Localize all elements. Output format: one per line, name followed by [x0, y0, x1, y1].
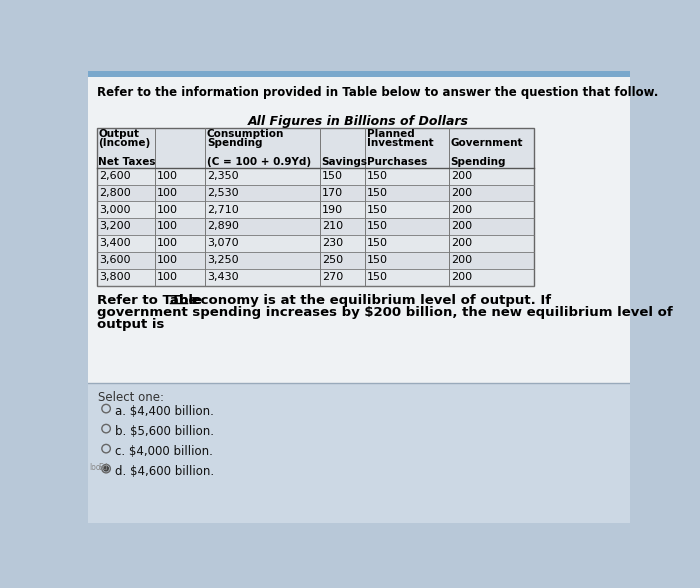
- Text: 190: 190: [322, 205, 344, 215]
- Text: c. $4,000 billion.: c. $4,000 billion.: [116, 445, 214, 458]
- Text: b. $5,600 billion.: b. $5,600 billion.: [116, 425, 214, 437]
- Text: 2,800: 2,800: [99, 188, 131, 198]
- Text: 200: 200: [451, 272, 472, 282]
- Text: Refer to Table: Refer to Table: [97, 294, 206, 307]
- Bar: [97, 269, 534, 286]
- Text: 3,200: 3,200: [99, 222, 131, 232]
- Text: The: The: [170, 294, 198, 307]
- Bar: [97, 128, 534, 168]
- Text: 100: 100: [158, 205, 178, 215]
- Text: 3,070: 3,070: [208, 238, 239, 248]
- Text: 200: 200: [451, 238, 472, 248]
- Text: Spending: Spending: [450, 157, 505, 167]
- Text: 2,710: 2,710: [208, 205, 239, 215]
- Text: economy is at the equilibrium level of output. If: economy is at the equilibrium level of o…: [188, 294, 552, 307]
- Text: output is: output is: [97, 319, 164, 332]
- Text: 150: 150: [322, 171, 343, 181]
- Text: 200: 200: [451, 222, 472, 232]
- Text: Output: Output: [98, 129, 139, 139]
- Text: (C = 100 + 0.9Yd): (C = 100 + 0.9Yd): [207, 157, 311, 167]
- Circle shape: [104, 466, 108, 471]
- Text: 100: 100: [158, 255, 178, 265]
- Text: 2,530: 2,530: [208, 188, 239, 198]
- Text: 150: 150: [368, 188, 388, 198]
- Bar: [88, 383, 630, 523]
- Text: Select one:: Select one:: [98, 391, 164, 404]
- Text: 2,890: 2,890: [208, 222, 239, 232]
- Text: 2,350: 2,350: [208, 171, 239, 181]
- Text: 210: 210: [322, 222, 344, 232]
- Text: Refer to the information provided in Table below to answer the question that fol: Refer to the information provided in Tab…: [97, 86, 658, 99]
- Text: 100: 100: [158, 188, 178, 198]
- Text: 270: 270: [322, 272, 344, 282]
- Text: 2,600: 2,600: [99, 171, 131, 181]
- Text: 3,430: 3,430: [208, 272, 239, 282]
- Bar: [97, 128, 534, 286]
- Text: 150: 150: [368, 171, 388, 181]
- Text: 170: 170: [322, 188, 344, 198]
- Text: 200: 200: [451, 255, 472, 265]
- Text: 200: 200: [451, 188, 472, 198]
- Text: Consumption: Consumption: [207, 129, 284, 139]
- Text: d. $4,600 billion.: d. $4,600 billion.: [116, 465, 214, 478]
- Text: 150: 150: [368, 238, 388, 248]
- Text: 250: 250: [322, 255, 344, 265]
- Text: 100: 100: [158, 238, 178, 248]
- Text: 200: 200: [451, 171, 472, 181]
- Text: 100: 100: [158, 171, 178, 181]
- Text: 100: 100: [158, 222, 178, 232]
- Bar: [97, 168, 534, 185]
- Bar: [97, 252, 534, 269]
- Bar: [97, 185, 534, 202]
- Text: All Figures in Billions of Dollars: All Figures in Billions of Dollars: [248, 115, 469, 128]
- Text: Government: Government: [450, 138, 523, 148]
- Text: Spending: Spending: [207, 138, 262, 148]
- Text: (Income): (Income): [98, 138, 150, 148]
- Text: 150: 150: [368, 205, 388, 215]
- Text: 150: 150: [368, 255, 388, 265]
- Text: Net Taxes: Net Taxes: [98, 157, 156, 167]
- Bar: [88, 76, 630, 383]
- Text: Investment: Investment: [367, 138, 433, 148]
- Text: 150: 150: [368, 222, 388, 232]
- Text: Ed.: Ed.: [98, 463, 111, 472]
- Bar: [97, 218, 534, 235]
- Text: 230: 230: [322, 238, 344, 248]
- Text: 200: 200: [451, 205, 472, 215]
- Text: 3,000: 3,000: [99, 205, 131, 215]
- Text: 150: 150: [368, 272, 388, 282]
- Text: 3,400: 3,400: [99, 238, 131, 248]
- Text: 3,250: 3,250: [208, 255, 239, 265]
- Text: 100: 100: [158, 272, 178, 282]
- Text: Savings: Savings: [321, 157, 368, 167]
- Bar: [88, 71, 630, 76]
- Text: a. $4,400 billion.: a. $4,400 billion.: [116, 405, 214, 417]
- Text: 3,600: 3,600: [99, 255, 131, 265]
- Bar: [97, 235, 534, 252]
- Text: 3,800: 3,800: [99, 272, 131, 282]
- Text: Purchases: Purchases: [367, 157, 427, 167]
- Text: loo: loo: [89, 463, 101, 472]
- Bar: [97, 202, 534, 218]
- Text: Planned: Planned: [367, 129, 414, 139]
- Text: government spending increases by $200 billion, the new equilibrium level of: government spending increases by $200 bi…: [97, 306, 673, 319]
